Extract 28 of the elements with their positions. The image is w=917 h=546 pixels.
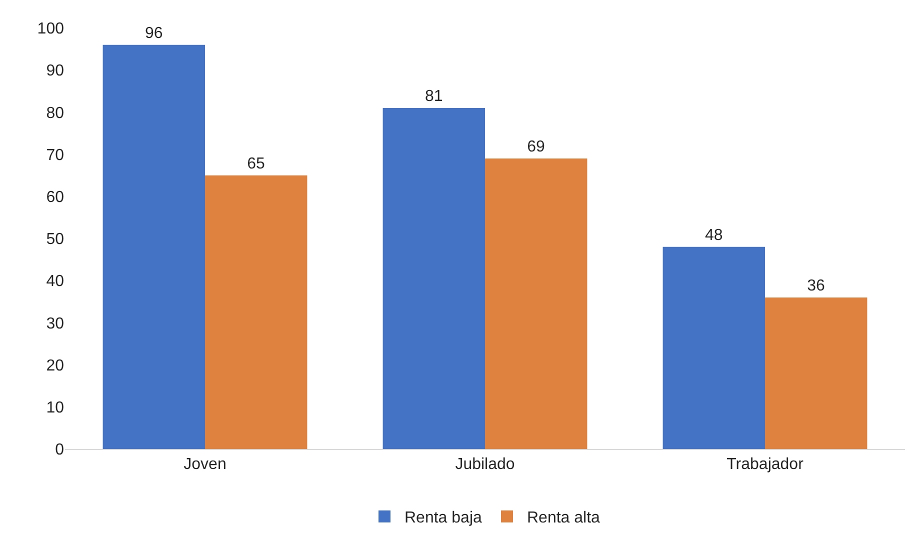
y-tick-label: 90 xyxy=(46,62,64,80)
bar xyxy=(485,158,588,449)
y-tick-label: 30 xyxy=(46,315,64,332)
bar xyxy=(205,175,308,449)
y-tick-label: 60 xyxy=(46,189,64,206)
legend-label: Renta baja xyxy=(404,510,482,527)
y-tick-label: 100 xyxy=(37,20,64,38)
x-tick-label: Jubilado xyxy=(455,456,515,474)
data-label: 48 xyxy=(704,226,723,244)
legend-label: Renta alta xyxy=(526,510,600,527)
data-label: 65 xyxy=(247,155,266,172)
y-tick-label: 80 xyxy=(46,104,64,122)
data-label: 36 xyxy=(807,277,826,294)
x-tick-label: Joven xyxy=(184,456,226,474)
y-tick-label: 10 xyxy=(46,400,64,416)
bar xyxy=(102,44,205,449)
bar xyxy=(662,246,765,449)
data-label: 69 xyxy=(527,138,546,156)
bar xyxy=(765,297,868,449)
data-label: 96 xyxy=(144,24,163,42)
y-tick-label: 0 xyxy=(55,442,64,459)
y-tick-label: 70 xyxy=(46,146,64,164)
y-tick-label: 50 xyxy=(46,231,64,248)
data-label: 81 xyxy=(424,88,443,105)
x-tick-label: Trabajador xyxy=(726,456,804,474)
bar xyxy=(382,108,485,449)
y-tick-label: 40 xyxy=(46,273,64,290)
y-tick-label: 20 xyxy=(46,357,64,374)
